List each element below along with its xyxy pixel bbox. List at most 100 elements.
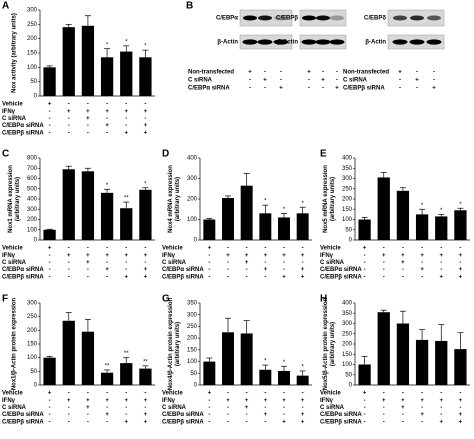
blot-sign: - (322, 86, 324, 92)
condition-sign: - (421, 419, 423, 425)
condition-sign: - (68, 391, 70, 397)
blot-sign: + (415, 78, 419, 84)
y-axis-label: Nox5/β-Actin protein expression (323, 297, 329, 390)
condition-sign: - (283, 405, 285, 411)
y-axis-label: (arbitrary units) (330, 177, 336, 221)
condition-sign: - (125, 116, 127, 122)
blot-sign: + (307, 70, 311, 76)
bar (81, 331, 95, 385)
y-axis-label: Nox4 mRNA expression (168, 165, 174, 233)
blot-sign: + (335, 86, 339, 92)
bar (62, 169, 75, 240)
condition-sign: - (49, 130, 51, 136)
condition-sign: - (87, 419, 89, 425)
blot-band (410, 15, 424, 21)
y-tick-label: 100 (187, 359, 198, 365)
condition-label: C/EBPα siRNA (162, 267, 204, 273)
condition-sign: + (105, 398, 109, 404)
bar (454, 349, 467, 385)
blot-sign: - (308, 78, 310, 84)
blot-control-label: β-Actin (365, 40, 386, 46)
panel-label: C (2, 149, 9, 160)
condition-sign: + (264, 253, 268, 259)
condition-sign: + (144, 412, 148, 418)
condition-sign: + (86, 253, 90, 259)
bar (240, 185, 253, 240)
condition-sign: + (363, 246, 367, 252)
condition-sign: + (282, 253, 286, 259)
y-tick-label: 350 (342, 166, 353, 172)
blot-sign: - (433, 78, 435, 84)
condition-sign: + (124, 274, 128, 280)
condition-sign: - (302, 405, 304, 411)
condition-sign: - (227, 405, 229, 411)
panel-label: G (162, 294, 170, 305)
blot-row-label: C siRNA (343, 78, 368, 84)
condition-sign: + (105, 123, 109, 129)
condition-sign: - (264, 274, 266, 280)
condition-sign: + (124, 109, 128, 115)
condition-sign: - (49, 412, 51, 418)
condition-label: IFNγ (2, 398, 16, 404)
bar (43, 229, 56, 240)
condition-sign: - (264, 260, 266, 266)
condition-sign: - (68, 267, 70, 273)
condition-sign: - (49, 398, 51, 404)
significance-marker: * (144, 181, 147, 187)
condition-sign: - (49, 274, 51, 280)
condition-sign: - (402, 267, 404, 273)
condition-sign: + (124, 130, 128, 136)
condition-sign: - (144, 391, 146, 397)
condition-sign: - (383, 412, 385, 418)
condition-sign: - (49, 260, 51, 266)
y-tick-label: 50 (345, 227, 352, 233)
condition-sign: - (459, 391, 461, 397)
condition-label: C siRNA (2, 405, 27, 411)
condition-sign: + (363, 391, 367, 397)
y-tick-label: 200 (342, 342, 353, 348)
blot-sign: - (336, 78, 338, 84)
condition-sign: + (264, 412, 268, 418)
y-tick-label: 0 (349, 383, 353, 389)
condition-sign: + (144, 398, 148, 404)
condition-sign: + (439, 274, 443, 280)
condition-sign: + (48, 391, 52, 397)
condition-sign: + (144, 123, 148, 129)
condition-sign: - (106, 246, 108, 252)
condition-sign: + (245, 260, 249, 266)
condition-sign: - (49, 116, 51, 122)
condition-sign: - (421, 274, 423, 280)
blot-band (316, 15, 330, 21)
condition-sign: - (421, 405, 423, 411)
condition-sign: - (208, 412, 210, 418)
y-tick-label: 150 (27, 51, 38, 57)
significance-marker: * (421, 203, 424, 209)
condition-sign: - (106, 260, 108, 266)
y-tick-label: 350 (187, 301, 198, 307)
condition-sign: + (48, 246, 52, 252)
condition-sign: + (301, 253, 305, 259)
significance-marker: * (440, 208, 443, 214)
condition-sign: + (48, 102, 52, 108)
blot-sign: - (280, 78, 282, 84)
blot-sign: - (308, 86, 310, 92)
condition-sign: - (227, 267, 229, 273)
significance-marker: ** (124, 351, 129, 357)
condition-sign: + (86, 260, 90, 266)
condition-sign: - (246, 391, 248, 397)
condition-sign: - (440, 267, 442, 273)
condition-label: C/EBPα siRNA (2, 412, 44, 418)
bar (396, 190, 410, 240)
bar (203, 219, 216, 240)
bar (139, 368, 152, 385)
condition-sign: - (364, 260, 366, 266)
significance-marker: ** (124, 196, 129, 202)
condition-sign: + (105, 253, 109, 259)
condition-sign: - (106, 130, 108, 136)
condition-sign: + (86, 398, 90, 404)
condition-sign: - (283, 412, 285, 418)
y-tick-label: 150 (342, 352, 353, 358)
condition-label: IFNγ (2, 109, 16, 115)
condition-sign: - (364, 412, 366, 418)
condition-label: IFNγ (2, 253, 16, 259)
